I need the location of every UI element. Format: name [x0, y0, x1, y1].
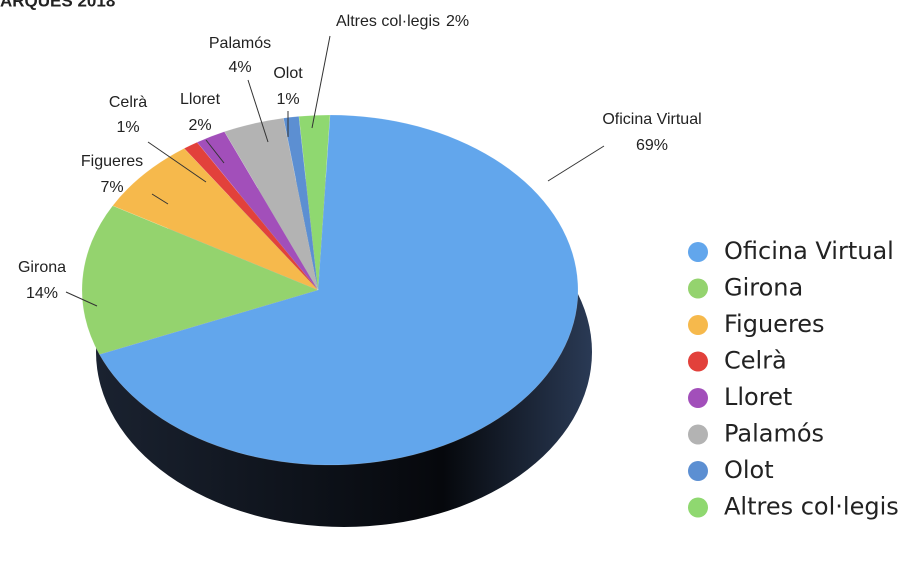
legend-swatch: [688, 388, 708, 408]
legend-swatch: [688, 424, 708, 445]
slice-label: Oficina Virtual: [602, 111, 701, 128]
legend-label: Girona: [724, 274, 803, 302]
legend-swatch: [688, 315, 708, 335]
chart-title: ARQUES 2018: [0, 0, 115, 10]
legend-label: Palamós: [724, 420, 824, 448]
legend-label: Olot: [724, 456, 774, 484]
slice-label: Palamós: [209, 35, 271, 52]
leader-line: [205, 139, 225, 164]
slice-value-label: 1%: [116, 119, 139, 136]
slice-label: Lloret: [180, 91, 221, 108]
legend-label: Lloret: [724, 383, 792, 411]
slice-value-label: 14%: [26, 285, 58, 302]
pie-slice: [224, 117, 319, 291]
pie-slice: [81, 205, 319, 355]
leader-line: [547, 145, 605, 182]
slice-value-label: 69%: [636, 137, 668, 154]
legend-swatch: [688, 461, 708, 481]
slice-label: Girona: [18, 259, 66, 276]
leader-line: [65, 291, 98, 307]
pie-slice: [183, 141, 319, 291]
legend-label: Celrà: [724, 347, 787, 375]
slice-label: Figueres: [81, 153, 143, 170]
legend-swatch: [688, 278, 708, 299]
slice-value-label: 1%: [276, 91, 299, 108]
legend-swatch: [688, 242, 708, 262]
legend-swatch: [688, 351, 708, 372]
pie-slice: [283, 116, 319, 291]
slice-label: Altres col·legis: [336, 13, 440, 30]
legend-label: Figueres: [724, 310, 825, 338]
leader-line: [151, 193, 169, 205]
leader-line: [247, 79, 269, 143]
leader-line: [311, 35, 331, 129]
legend-label: Oficina Virtual: [724, 237, 894, 265]
pie-slice: [99, 114, 579, 466]
leader-line: [147, 141, 207, 183]
slice-value-label: 7%: [100, 179, 123, 196]
slice-value-label: 4%: [228, 59, 251, 76]
legend-swatch: [688, 497, 708, 518]
slice-value-label: 2%: [446, 13, 469, 30]
legend-label: Altres col·legis: [724, 493, 899, 521]
slice-label: Celrà: [109, 94, 147, 111]
slice-label: Olot: [273, 65, 303, 82]
slice-value-label: 2%: [188, 117, 211, 134]
pie-slice: [112, 148, 319, 291]
pie-slice: [196, 131, 319, 291]
